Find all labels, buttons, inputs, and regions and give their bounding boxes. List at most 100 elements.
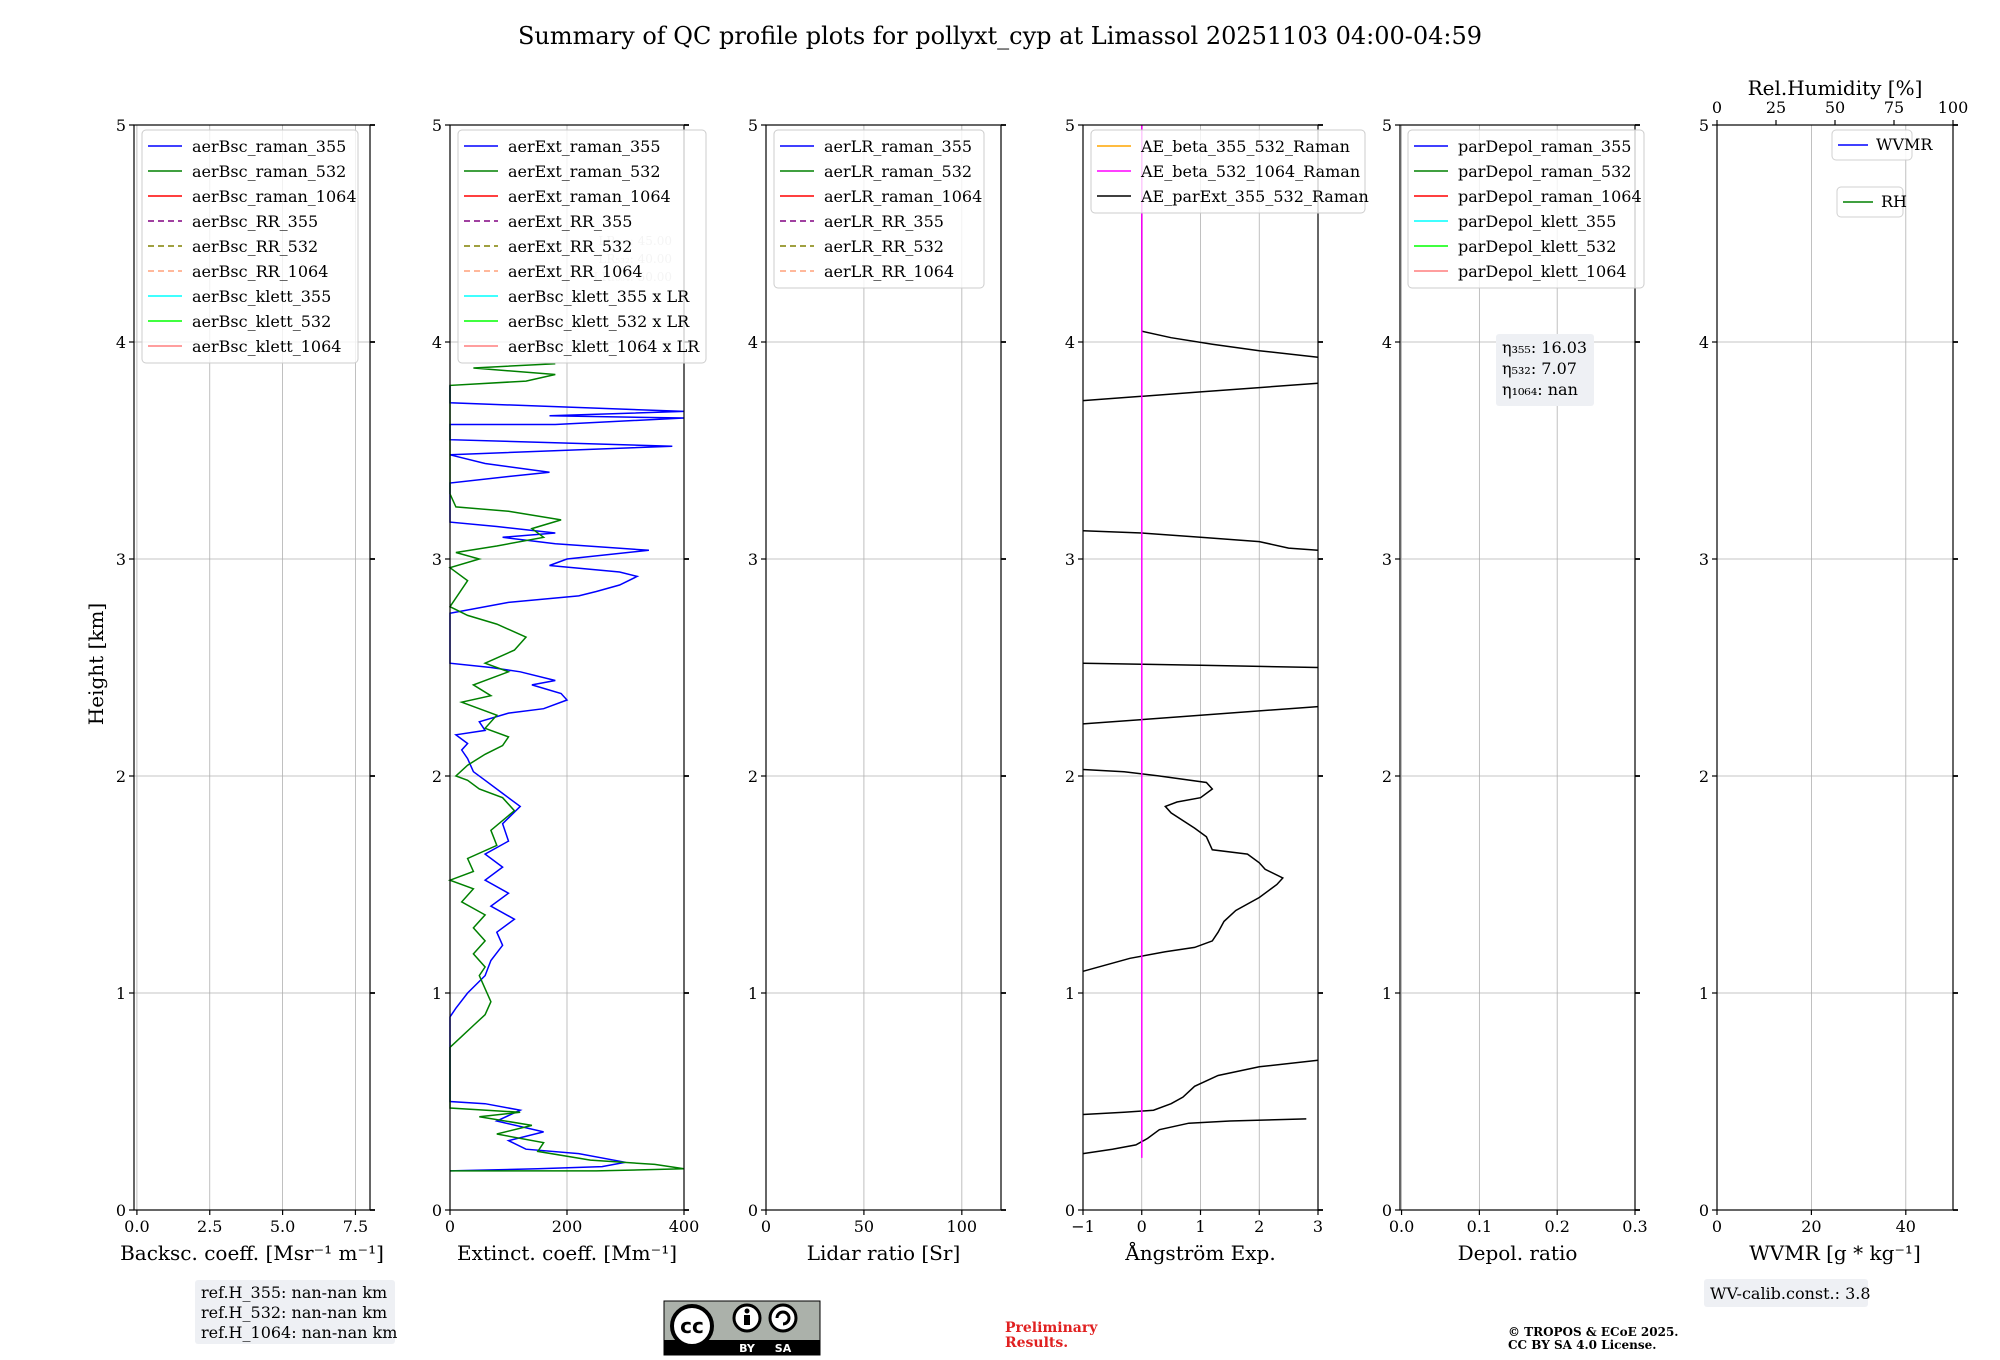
legend-label: aerBsc_klett_355 x LR <box>508 287 690 306</box>
legend-label: aerExt_RR_1064 <box>508 262 643 281</box>
top-x-tick-label: 75 <box>1884 98 1904 117</box>
legend-label: parDepol_klett_532 <box>1458 237 1616 256</box>
x-tick-label: 0.0 <box>124 1217 149 1236</box>
top-x-tick-label: 100 <box>1938 98 1969 117</box>
legend-label: aerBsc_klett_1064 x LR <box>508 337 700 356</box>
x-tick-label: 5.0 <box>270 1217 295 1236</box>
x-tick-label: 100 <box>947 1217 978 1236</box>
x-axis-label: Depol. ratio <box>1458 1241 1578 1265</box>
cc-icon <box>670 1304 714 1348</box>
legend-label: aerLR_raman_355 <box>824 137 972 156</box>
legend-label: aerExt_RR_355 <box>508 212 632 231</box>
y-tick-label: 2 <box>116 767 126 786</box>
eta-annotation: η₁₀₆₄: nan <box>1502 380 1578 399</box>
y-tick-label: 0 <box>1699 1201 1709 1220</box>
x-tick-label: 40 <box>1896 1217 1916 1236</box>
y-tick-label: 4 <box>432 333 442 352</box>
eta-annotation: η₅₃₂: 7.07 <box>1502 359 1577 378</box>
x-tick-label: 2.5 <box>197 1217 222 1236</box>
y-tick-label: 2 <box>432 767 442 786</box>
x-tick-label: 1 <box>1195 1217 1205 1236</box>
cc-by-sa-badge: cc BY SA <box>663 1300 821 1356</box>
ae-parext-segment <box>1082 1118 1307 1155</box>
ref-height-355: ref.H_355: nan-nan km <box>201 1283 387 1302</box>
legend-ext: aerExt_raman_355 aerExt_raman_532 aerExt_r… <box>457 129 707 364</box>
legend-box <box>1831 129 1913 161</box>
cc-text: cc <box>680 1314 704 1338</box>
legend-box <box>1407 129 1645 289</box>
legend-lr: aerLR_raman_355 aerLR_raman_532 aerLR_rama… <box>773 129 985 289</box>
ae-parext-segment <box>1082 768 1285 973</box>
legend-box <box>457 129 707 364</box>
y-tick-label: 3 <box>748 550 758 569</box>
y-tick-label: 2 <box>1065 767 1075 786</box>
legend-label: aerLR_raman_1064 <box>824 187 982 206</box>
by-text: BY <box>739 1342 756 1355</box>
copyright-line-2: CC BY SA 4.0 License. <box>1508 1338 1656 1352</box>
x-tick-label: 400 <box>669 1217 700 1236</box>
preliminary-line-1: Preliminary <box>1005 1320 1098 1336</box>
x-tick-label: 50 <box>854 1217 874 1236</box>
x-tick-label: 0.0 <box>1389 1217 1414 1236</box>
x-tick-label: 0 <box>445 1217 455 1236</box>
legend-label: aerExt_raman_1064 <box>508 187 671 206</box>
ref-height-1064: ref.H_1064: nan-nan km <box>201 1323 397 1342</box>
y-tick-label: 3 <box>432 550 442 569</box>
ae-parext-segment <box>1082 530 1319 552</box>
x-axis-label: Extinct. coeff. [Mm⁻¹] <box>457 1241 677 1265</box>
y-tick-label: 5 <box>1699 116 1709 135</box>
x-axis-label: WVMR [g * kg⁻¹] <box>1749 1241 1921 1265</box>
x-tick-label: 3 <box>1313 1217 1323 1236</box>
legend-label: aerExt_raman_355 <box>508 137 661 156</box>
legend-box <box>141 129 359 364</box>
legend-label: parDepol_klett_1064 <box>1458 262 1627 281</box>
top-x-tick-label: 50 <box>1825 98 1845 117</box>
y-tick-label: 4 <box>748 333 758 352</box>
y-tick-label: 3 <box>1699 550 1709 569</box>
axes-frame <box>765 124 1002 1211</box>
legend-ae: AE_beta_355_532_Raman AE_beta_532_1064_Ra… <box>1090 129 1369 214</box>
x-tick-label: 0 <box>1137 1217 1147 1236</box>
y-axis-label: Height [km] <box>84 603 108 725</box>
axes-frame <box>1716 124 1954 1211</box>
legend-box <box>773 129 985 289</box>
y-tick-label: 0 <box>116 1201 126 1220</box>
x-axis-label: Lidar ratio [Sr] <box>807 1241 961 1265</box>
legend-label: aerLR_RR_532 <box>824 237 944 256</box>
x-tick-label: 0 <box>1712 1217 1722 1236</box>
legend-label: aerLR_raman_532 <box>824 162 972 181</box>
legend-label: WVMR <box>1876 135 1933 154</box>
legend-label: aerBsc_klett_532 <box>192 312 331 331</box>
legend-label: aerBsc_raman_1064 <box>192 187 357 206</box>
legend-label: AE_beta_532_1064_Raman <box>1140 162 1360 181</box>
y-tick-label: 1 <box>116 984 126 1003</box>
sa-icon <box>768 1303 798 1333</box>
wv-calib-text: WV-calib.const.: 3.8 <box>1710 1284 1871 1303</box>
legend-label: parDepol_raman_532 <box>1458 162 1631 181</box>
eta-box <box>1496 334 1594 406</box>
legend-label: AE_beta_355_532_Raman <box>1140 137 1350 156</box>
legend-label: aerBsc_klett_355 <box>192 287 331 306</box>
legend-label: aerBsc_klett_1064 <box>192 337 341 356</box>
y-tick-label: 1 <box>1382 984 1392 1003</box>
y-tick-label: 5 <box>432 116 442 135</box>
x-axis-label: Ångström Exp. <box>1124 1240 1275 1265</box>
ae-parext-segment <box>1082 705 1319 725</box>
legend-wvmr: WVMR <box>1831 129 1933 161</box>
legend-depol: parDepol_raman_355 parDepol_raman_532 parD… <box>1407 129 1645 289</box>
eta-annotation: η₃₅₅: 16.03 <box>1502 338 1587 357</box>
x-tick-label: 0.3 <box>1622 1217 1647 1236</box>
y-tick-label: 0 <box>1382 1201 1392 1220</box>
y-tick-label: 5 <box>748 116 758 135</box>
y-tick-label: 4 <box>1382 333 1392 352</box>
y-tick-label: 0 <box>748 1201 758 1220</box>
x-tick-label: 200 <box>552 1217 583 1236</box>
ref-height-box: ref.H_355: nan-nan km ref.H_532: nan-nan… <box>195 1280 397 1344</box>
panel-lr: 0 50 100 Lidar ratio [Sr] 0 1 2 3 4 5 aerLR_raman_… <box>748 116 1006 1265</box>
legend-label: aerExt_raman_532 <box>508 162 661 181</box>
y-tick-label: 5 <box>116 116 126 135</box>
